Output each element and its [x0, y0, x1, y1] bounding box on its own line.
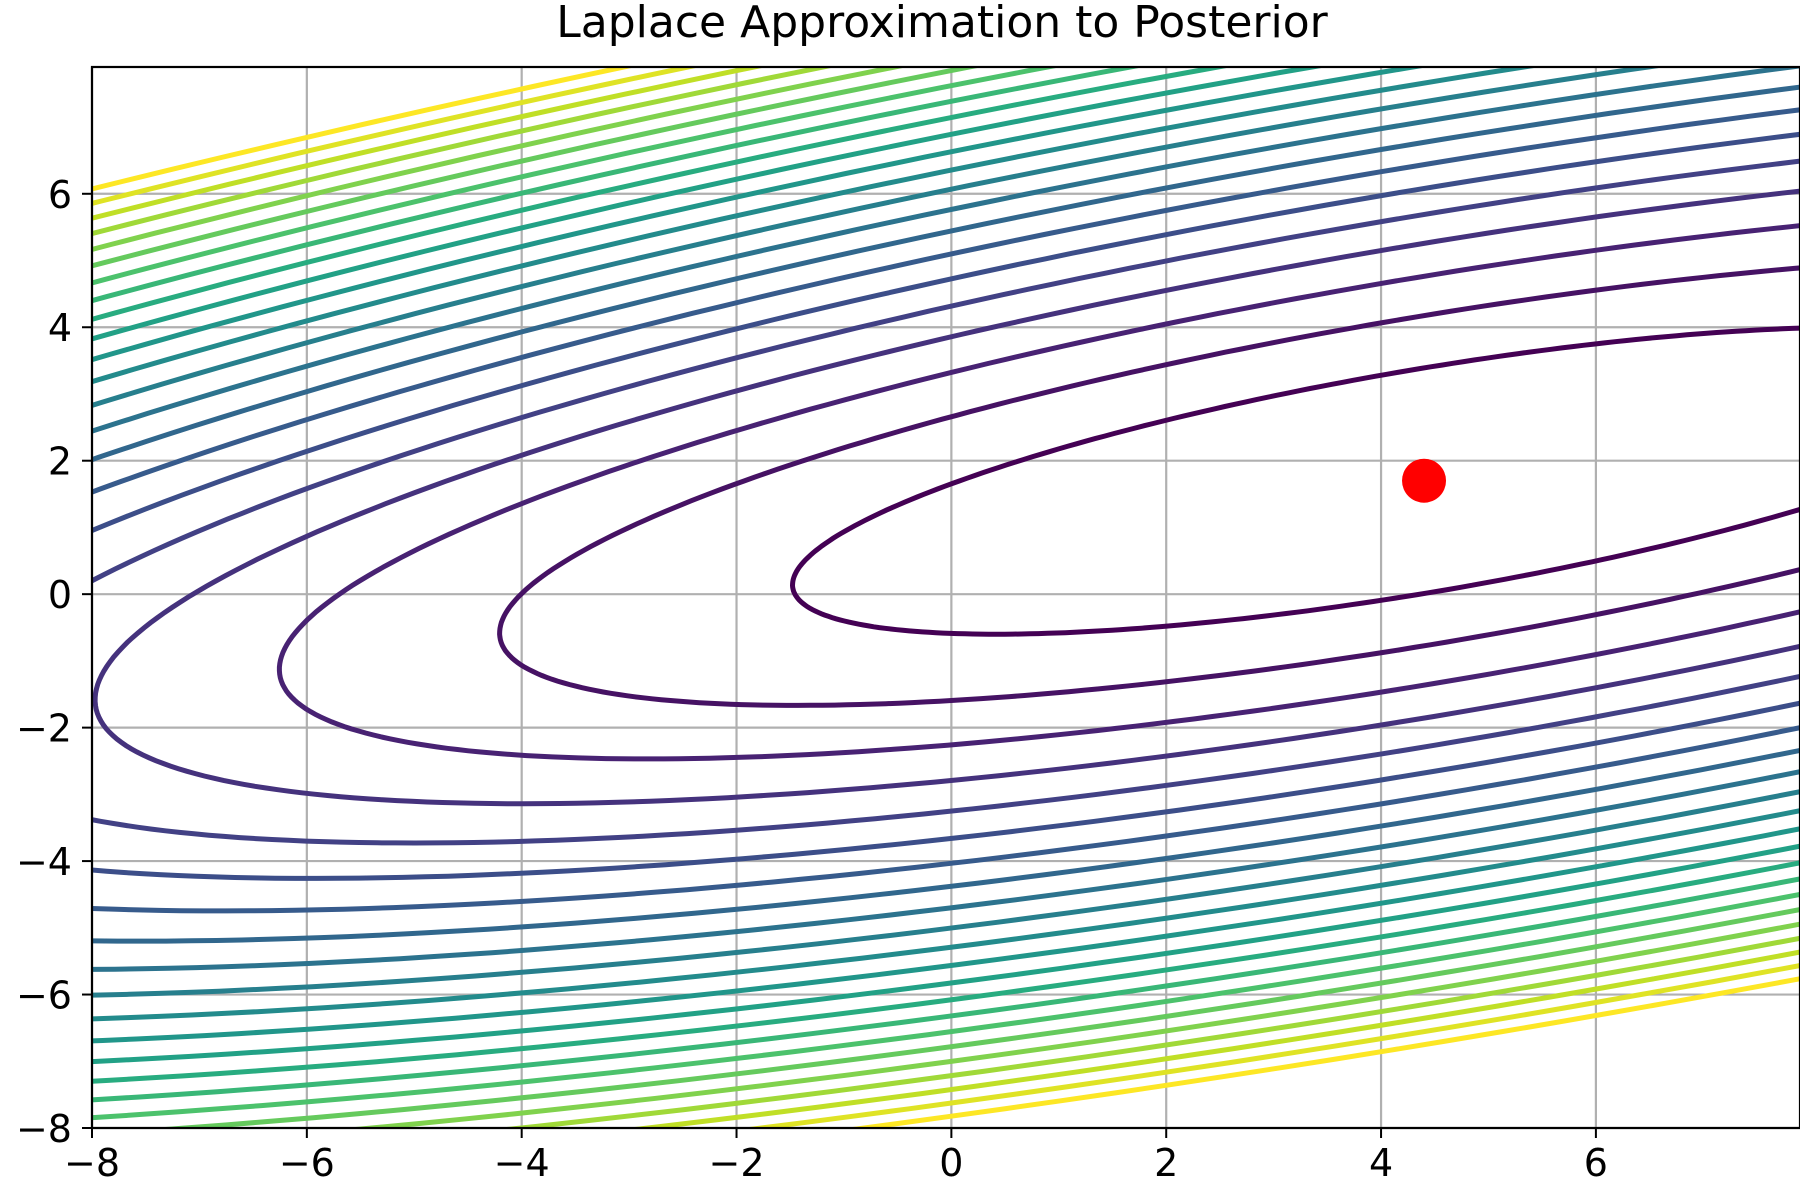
contour-line [0, 0, 1800, 1046]
contour-line [0, 0, 1800, 1113]
y-tick-label: −4 [16, 840, 72, 884]
mode-marker-layer [1402, 459, 1446, 503]
x-tick-label: 4 [1369, 1141, 1393, 1185]
x-tick-label: −2 [709, 1141, 765, 1185]
y-tick-label: 4 [48, 306, 72, 350]
y-tick-label: 0 [48, 573, 72, 617]
x-tick-label: 2 [1154, 1141, 1178, 1185]
x-tick-label: −6 [279, 1141, 335, 1185]
x-tick-label: 6 [1584, 1141, 1608, 1185]
chart-title: Laplace Approximation to Posterior [556, 0, 1328, 48]
x-tick-label: −4 [494, 1141, 550, 1185]
mode-marker [1402, 459, 1446, 503]
x-tick-label: 0 [939, 1141, 963, 1185]
y-tick-label: −6 [16, 974, 72, 1018]
y-tick-label: 2 [48, 440, 72, 484]
y-tick-label: −8 [16, 1107, 72, 1151]
y-tick-label: −2 [16, 707, 72, 751]
contour-line [500, 256, 1800, 705]
x-tick-label: −8 [64, 1141, 120, 1185]
y-tick-label: 6 [48, 173, 72, 217]
